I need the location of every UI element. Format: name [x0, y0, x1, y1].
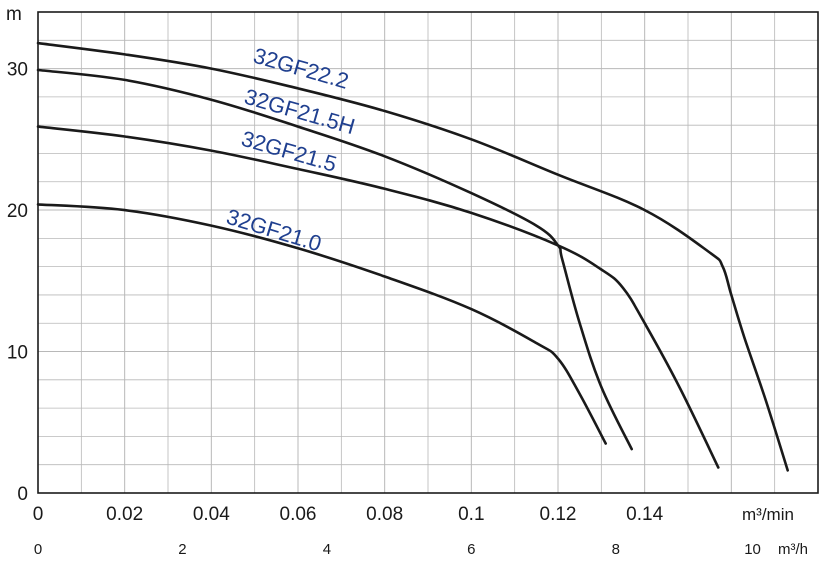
x-tick-label-bottom: 4 — [323, 541, 331, 558]
plot-frame — [37, 11, 819, 494]
curve-32gf21-5h — [36, 68, 633, 451]
x-tick-label-top: 0.02 — [106, 504, 143, 525]
y-tick-label: 0 — [17, 484, 28, 505]
x-tick-label-top: 0.14 — [626, 504, 663, 525]
x-tick-label-top: 0.12 — [540, 504, 577, 525]
series-label-32gf21-5: 32GF21.5 — [239, 126, 340, 177]
series-label-32gf22-2: 32GF22.2 — [251, 43, 352, 94]
x-tick-label-top: 0.08 — [366, 504, 403, 525]
x-unit-bottom-label: m³/h — [778, 541, 808, 558]
curve-32gf21-0 — [36, 203, 607, 445]
curves — [36, 41, 789, 472]
x-tick-label-bottom: 8 — [612, 541, 620, 558]
x-tick-label-top: 0.06 — [280, 504, 317, 525]
grid — [38, 12, 818, 493]
y-unit-label: m — [6, 4, 22, 25]
curve-32gf21-5 — [36, 125, 720, 469]
x-tick-label-bottom: 6 — [467, 541, 475, 558]
y-tick-label: 10 — [7, 343, 28, 364]
x-unit-top-label: m³/min — [742, 505, 794, 524]
x-tick-label-bottom: 2 — [178, 541, 186, 558]
y-tick-label: 20 — [7, 201, 28, 222]
x-tick-label-bottom: 0 — [34, 541, 42, 558]
x-tick-label-top: 0.04 — [193, 504, 230, 525]
x-tick-label-top: 0.1 — [458, 504, 484, 525]
x-tick-label-top: 0 — [33, 504, 44, 525]
y-tick-label: 30 — [7, 60, 28, 81]
curve-32gf22-2 — [36, 41, 789, 472]
tick-labels: 0 10 20 30 0 0.02 0.04 0.06 0.08 0.1 0.12 0.14 0 2 4 6 8… — [7, 60, 761, 558]
x-tick-label-bottom: 10 — [744, 541, 761, 558]
series-label-32gf21-0: 32GF21.0 — [224, 204, 325, 257]
